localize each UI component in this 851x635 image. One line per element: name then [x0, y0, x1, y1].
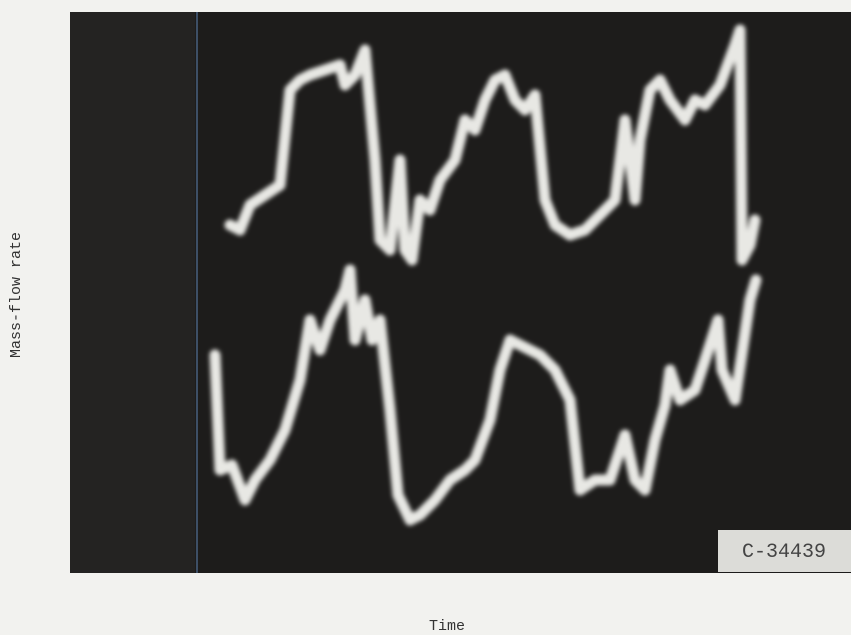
page: C-34439 Mass-flow rate Time (() => { con…: [0, 0, 851, 635]
x-axis-label: Time: [429, 618, 465, 635]
photo-id: C-34439: [742, 541, 826, 564]
figure: C-34439 Mass-flow rate Time: [0, 0, 851, 635]
photo-shade: [70, 12, 195, 573]
y-axis-label: Mass-flow rate: [8, 232, 25, 358]
